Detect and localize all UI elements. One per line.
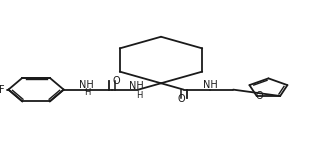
Text: H: H	[136, 91, 142, 100]
Text: NH: NH	[130, 81, 144, 91]
Text: NH: NH	[203, 80, 218, 90]
Text: O: O	[256, 91, 264, 101]
Text: F: F	[0, 85, 5, 95]
Text: O: O	[112, 76, 120, 86]
Text: O: O	[177, 94, 185, 104]
Text: H: H	[84, 88, 91, 97]
Text: NH: NH	[79, 80, 94, 90]
